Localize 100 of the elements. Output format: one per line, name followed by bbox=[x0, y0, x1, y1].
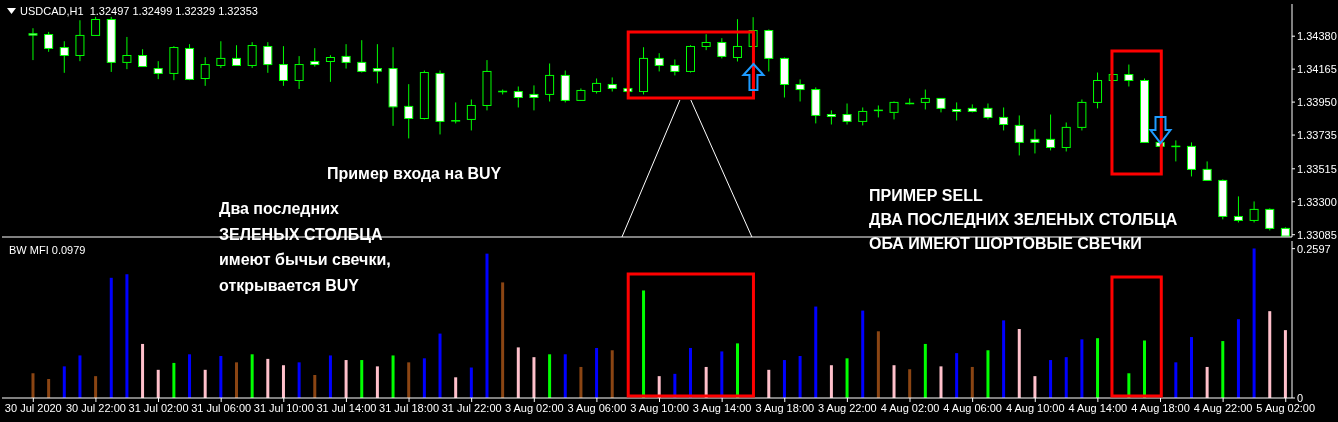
bar bbox=[1268, 311, 1272, 398]
candlestick bbox=[466, 99, 476, 131]
x-tick-label: 30 Jul 22:00 bbox=[65, 401, 126, 414]
bar bbox=[109, 277, 113, 398]
bar bbox=[313, 375, 317, 398]
bar bbox=[1283, 330, 1287, 398]
bar bbox=[94, 376, 98, 398]
bar bbox=[1189, 337, 1193, 398]
bar bbox=[595, 347, 599, 398]
x-tick-label: 4 Aug 02:00 bbox=[880, 401, 940, 414]
bar bbox=[250, 354, 254, 398]
x-tick-label: 4 Aug 22:00 bbox=[1193, 401, 1253, 414]
candlestick bbox=[952, 101, 962, 121]
bar bbox=[563, 354, 567, 398]
bar bbox=[344, 360, 348, 398]
bar bbox=[1017, 328, 1021, 398]
bar bbox=[1205, 366, 1209, 398]
candlestick bbox=[278, 45, 288, 87]
y-tick-label: 1.33950 bbox=[1297, 96, 1337, 109]
bar bbox=[642, 290, 646, 398]
x-tick-label: 31 Jul 10:00 bbox=[253, 401, 314, 414]
bar bbox=[516, 347, 520, 398]
bar bbox=[203, 369, 207, 398]
candlestick bbox=[59, 40, 69, 74]
chart-title: USDCAD,H1 1.32497 1.32499 1.32329 1.32353 bbox=[20, 5, 258, 17]
bar bbox=[829, 365, 833, 398]
candlestick bbox=[795, 78, 805, 102]
annotation: ПРИМЕР SELL ДВА ПОСЛЕДНИХ ЗЕЛЕНЫХ СТОЛБЦА ОБА ИМЕЮТ ШОРТОВЫЕ СВЕЧкИ bbox=[869, 186, 1178, 254]
candlestick bbox=[1061, 121, 1071, 152]
candlestick bbox=[999, 106, 1009, 131]
candlestick bbox=[232, 44, 241, 66]
candlestick bbox=[1265, 207, 1275, 231]
candlestick bbox=[1186, 141, 1196, 177]
candlestick bbox=[717, 37, 727, 59]
candlestick bbox=[357, 39, 367, 74]
y-tick-label: 1.33735 bbox=[1297, 128, 1337, 141]
candlestick bbox=[200, 56, 210, 87]
bar bbox=[62, 366, 66, 398]
bar bbox=[47, 379, 51, 398]
bar bbox=[78, 355, 82, 398]
bar bbox=[266, 358, 270, 398]
candlestick bbox=[247, 41, 257, 69]
candlestick bbox=[91, 16, 101, 36]
bar bbox=[422, 358, 426, 398]
bar bbox=[1064, 357, 1068, 398]
bar bbox=[923, 343, 927, 398]
y-tick-label: 1.34380 bbox=[1297, 30, 1337, 43]
x-tick-label: 31 Jul 06:00 bbox=[191, 401, 252, 414]
bar bbox=[955, 353, 959, 398]
candlestick bbox=[1249, 200, 1259, 223]
candlestick bbox=[404, 83, 414, 139]
bar bbox=[1143, 340, 1147, 398]
y-tick-label: 1.33300 bbox=[1297, 195, 1337, 208]
bar bbox=[454, 377, 458, 398]
candlestick bbox=[44, 31, 54, 53]
bar bbox=[939, 366, 943, 398]
bar bbox=[438, 333, 442, 398]
x-tick-label: 31 Jul 22:00 bbox=[441, 401, 502, 414]
bar bbox=[970, 366, 974, 398]
x-tick-label: 4 Aug 06:00 bbox=[943, 401, 1002, 414]
bar bbox=[469, 367, 473, 398]
bar bbox=[1236, 319, 1240, 398]
bar bbox=[1049, 360, 1053, 398]
candlestick bbox=[1202, 160, 1212, 181]
bar bbox=[156, 369, 160, 398]
bar bbox=[328, 355, 332, 398]
x-tick-label: 30 Jul 2020 bbox=[4, 401, 62, 414]
bar bbox=[1221, 341, 1225, 398]
bar bbox=[876, 331, 880, 398]
bar bbox=[501, 282, 505, 398]
bar bbox=[548, 354, 552, 398]
candlestick bbox=[1124, 64, 1134, 87]
bar bbox=[610, 350, 614, 398]
bar bbox=[31, 373, 35, 398]
bar bbox=[704, 366, 708, 398]
candlestick bbox=[341, 43, 351, 70]
bar bbox=[391, 355, 395, 398]
candlestick bbox=[310, 47, 320, 68]
bar bbox=[281, 365, 285, 398]
y-tick-label: 0 bbox=[1297, 391, 1304, 404]
bar bbox=[1252, 248, 1256, 398]
bar bbox=[782, 360, 786, 398]
bar bbox=[1174, 362, 1178, 398]
bar bbox=[297, 362, 301, 398]
candlestick bbox=[654, 52, 664, 72]
y-tick-label: 1.33515 bbox=[1297, 162, 1337, 175]
candlestick bbox=[216, 40, 226, 69]
bar bbox=[375, 366, 379, 398]
bar bbox=[861, 310, 865, 398]
bar bbox=[689, 347, 693, 398]
bar bbox=[767, 369, 771, 398]
candlestick bbox=[372, 43, 382, 84]
bar bbox=[986, 350, 990, 398]
x-tick-label: 5 Aug 02:00 bbox=[1256, 401, 1316, 414]
bar bbox=[1033, 376, 1037, 398]
candlestick bbox=[1046, 114, 1056, 151]
bar bbox=[188, 354, 192, 398]
y-tick-label: 0.2597 bbox=[1297, 242, 1331, 255]
bar bbox=[532, 357, 536, 398]
x-tick-label: 4 Aug 18:00 bbox=[1131, 401, 1190, 414]
